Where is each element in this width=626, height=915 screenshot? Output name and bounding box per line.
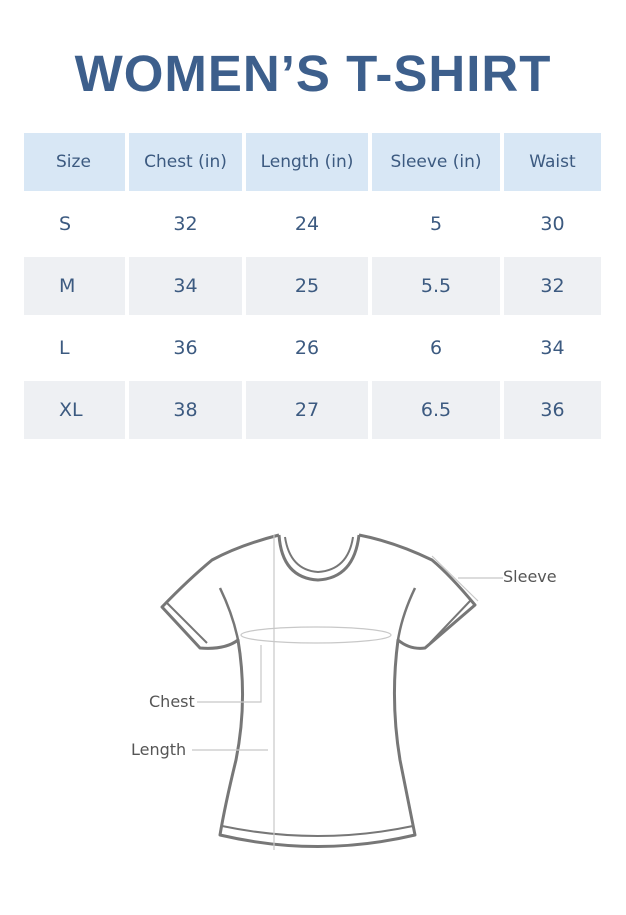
table-cell: L — [59, 337, 70, 359]
header-cell: Chest (in) — [129, 133, 242, 191]
header-cell: Size — [24, 133, 125, 191]
table-cell: 25 — [246, 257, 368, 315]
table-row: L 36 26 6 34 — [24, 319, 605, 377]
table-cell: 38 — [129, 381, 242, 439]
sleeve-line — [431, 555, 479, 602]
table-cell: XL — [24, 381, 125, 439]
table-cell: 32 — [173, 213, 198, 235]
table-cell: 26 — [294, 337, 320, 359]
table-row: S 32 24 5 30 — [24, 195, 605, 253]
table-cell: 5 — [429, 213, 443, 235]
header-cell: Length (in) — [246, 133, 368, 191]
table-cell: 34 — [129, 257, 242, 315]
length-label: Length — [131, 740, 187, 759]
table-cell: 36 — [173, 337, 198, 359]
table-row: M 34 25 5.5 32 — [24, 257, 605, 315]
table-cell: 6 — [429, 337, 443, 359]
table-cell: 30 — [540, 213, 565, 235]
chest-leader — [197, 645, 262, 703]
table-cell: 34 — [540, 337, 565, 359]
table-cell: 27 — [246, 381, 368, 439]
page-title: WOMEN’S T-SHIRT — [74, 45, 552, 102]
measurement-lines — [192, 535, 503, 850]
table-cell: 6.5 — [372, 381, 500, 439]
tshirt-outline — [160, 533, 477, 848]
header-cell: Waist — [504, 133, 601, 191]
table-cell: 5.5 — [372, 257, 500, 315]
chest-label: Chest — [149, 692, 195, 711]
table-cell: M — [24, 257, 125, 315]
table-cell: 36 — [504, 381, 601, 439]
table-cell: 24 — [294, 213, 320, 235]
table-header-row: Size Chest (in) Length (in) Sleeve (in) … — [24, 133, 605, 191]
table-cell: 32 — [504, 257, 601, 315]
header-cell: Sleeve (in) — [372, 133, 500, 191]
sleeve-label: Sleeve — [503, 567, 557, 586]
table-row: XL 38 27 6.5 36 — [24, 381, 605, 439]
chest-ellipse — [240, 626, 392, 644]
size-table: Size Chest (in) Length (in) Sleeve (in) … — [24, 133, 605, 443]
table-cell: S — [59, 213, 72, 235]
